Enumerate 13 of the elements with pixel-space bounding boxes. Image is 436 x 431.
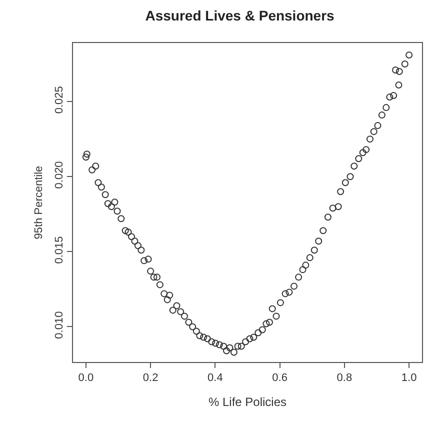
y-tick-label: 0.010 [54, 311, 66, 339]
y-tick-label: 0.025 [54, 86, 66, 114]
chart-title: Assured Lives & Pensioners [145, 8, 335, 24]
y-tick-label: 0.020 [54, 161, 66, 189]
x-tick-label: 0.6 [272, 372, 288, 384]
x-tick-label: 0.4 [208, 372, 223, 384]
x-axis-title: % Life Policies [208, 395, 287, 410]
x-tick-label: 1.0 [401, 372, 417, 384]
x-tick-label: 0.2 [142, 372, 158, 384]
x-tick-label: 0.0 [78, 372, 94, 384]
x-tick-label: 0.8 [336, 372, 352, 384]
y-tick-label: 0.015 [54, 236, 66, 264]
y-axis-title: 95th Percentile [33, 166, 46, 240]
